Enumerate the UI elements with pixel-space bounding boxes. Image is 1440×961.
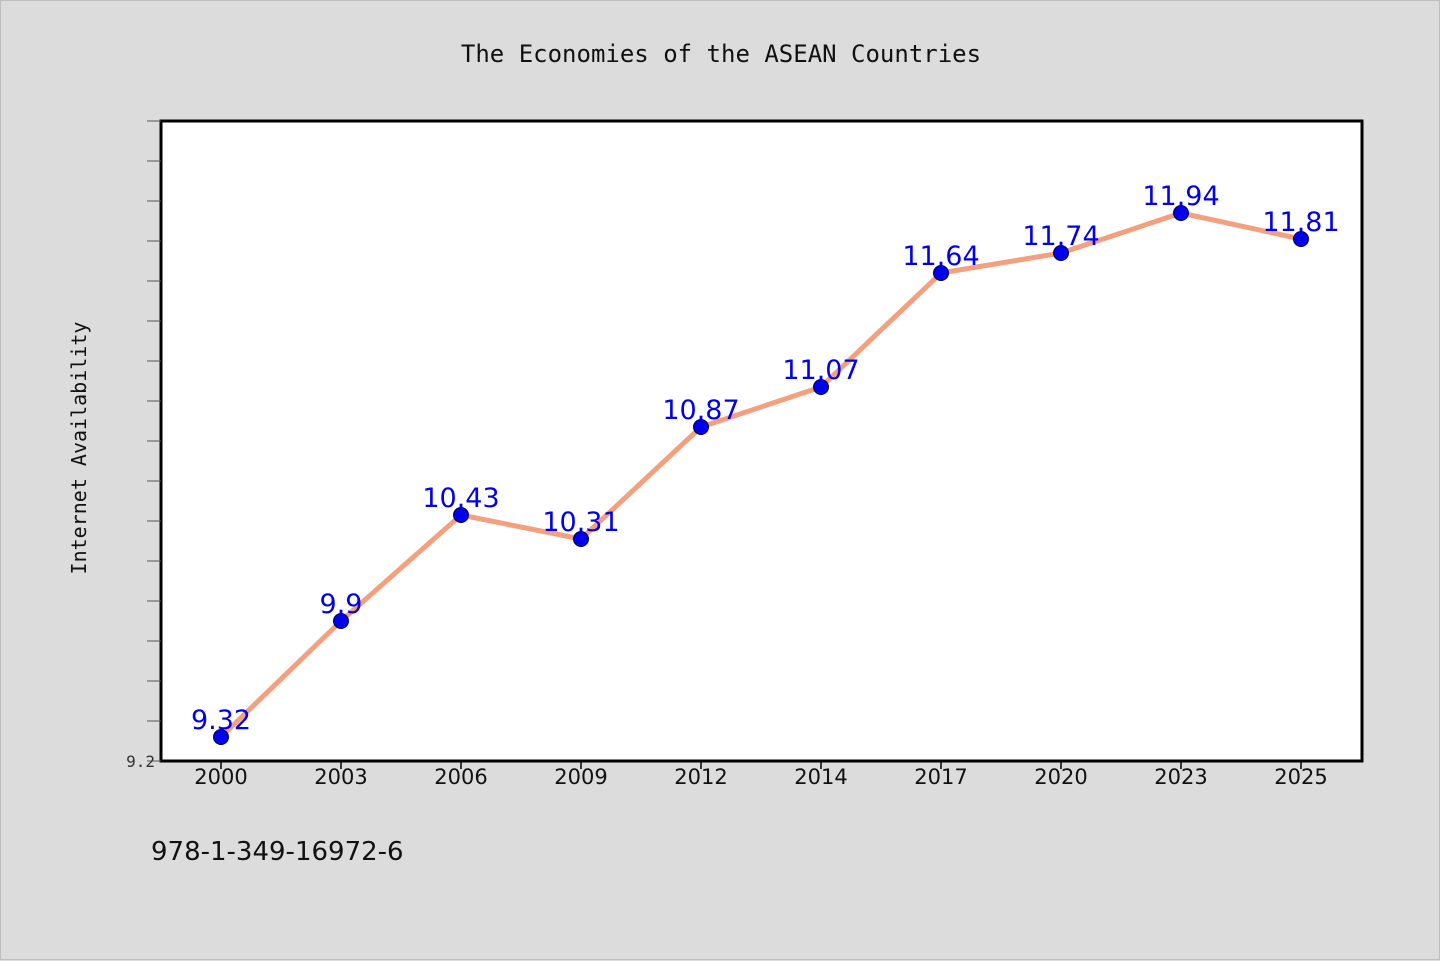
x-tick-label: 2012	[674, 765, 727, 789]
data-point	[453, 507, 469, 523]
chart-title: The Economies of the ASEAN Countries	[461, 40, 981, 68]
data-label: 10.87	[662, 395, 739, 426]
x-tick-label: 2006	[434, 765, 487, 789]
x-tick-label: 2000	[194, 765, 247, 789]
data-point	[813, 379, 829, 395]
data-point	[333, 613, 349, 629]
plot-area	[159, 119, 1364, 763]
x-tick-label: 2009	[554, 765, 607, 789]
data-label: 11.64	[902, 241, 979, 272]
x-tick-label: 2025	[1274, 765, 1327, 789]
footer-code: 978-1-349-16972-6	[151, 837, 404, 867]
data-label: 10.31	[542, 507, 619, 538]
data-label: 10.43	[422, 483, 499, 514]
data-point	[1053, 245, 1069, 261]
data-point	[693, 419, 709, 435]
data-label: 11.81	[1262, 207, 1339, 238]
y-axis-ticks	[147, 120, 161, 762]
data-point	[933, 265, 949, 281]
x-tick-label: 2017	[914, 765, 967, 789]
x-tick-label: 2003	[314, 765, 367, 789]
y-axis-tick-labels: 9.2	[126, 752, 155, 771]
data-label: 11.07	[782, 355, 859, 386]
data-points	[213, 205, 1309, 745]
data-labels: 9.32 9.9 10.43 10.31 10.87 11.07 11.64 11.74 11.…	[191, 181, 1340, 736]
data-label: 11.74	[1022, 221, 1099, 252]
series-line	[218, 210, 1304, 740]
x-tick-label: 2020	[1034, 765, 1087, 789]
data-point	[573, 531, 589, 547]
x-tick-label: 2014	[794, 765, 847, 789]
x-tick-label: 2023	[1154, 765, 1207, 789]
x-axis-tick-labels: 2000 2003 2006 2009 2012 2014 2017 2020 2023 2025	[194, 765, 1327, 789]
data-label: 9.9	[320, 589, 363, 620]
y-tick-label: 9.2	[126, 752, 155, 771]
data-point	[213, 729, 229, 745]
data-point	[1293, 231, 1309, 247]
data-label: 9.32	[191, 705, 251, 736]
y-axis-label: Internet Availability	[67, 322, 91, 575]
data-label: 11.94	[1142, 181, 1219, 212]
x-axis-ticks	[220, 761, 1302, 769]
data-point	[1173, 205, 1189, 221]
